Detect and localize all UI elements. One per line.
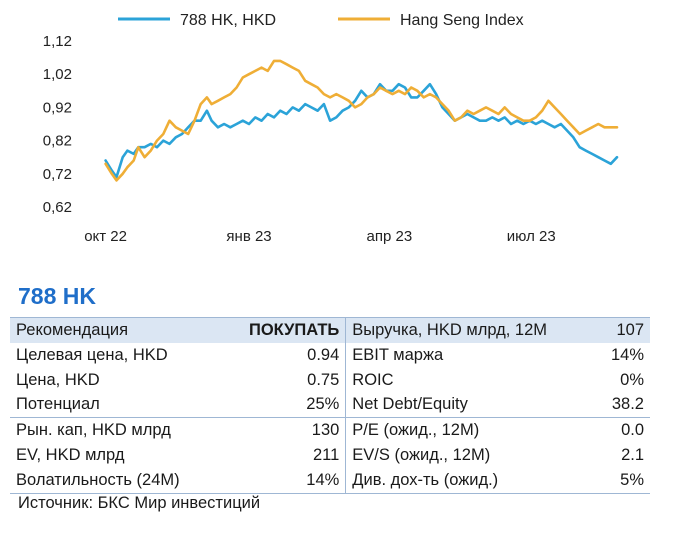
- metric-value: 0.75: [307, 370, 340, 389]
- metric-label: Целевая цена, HKD: [16, 345, 168, 364]
- metric-label: Цена, HKD: [16, 370, 100, 389]
- metrics-table: Рекомендация ПОКУПАТЬ Выручка, HKD млрд, 1…: [10, 316, 650, 494]
- metrics-row: Цена, HKD 0.75 ROIC 0%: [10, 367, 650, 393]
- x-tick-label: окт 22: [84, 228, 127, 245]
- metric-label: Волатильность (24M): [10, 467, 222, 494]
- y-tick-label: 1,12: [43, 33, 72, 50]
- metrics-row: Рекомендация ПОКУПАТЬ Выручка, HKD млрд, 1…: [10, 316, 650, 343]
- y-tick-label: 0,82: [43, 133, 72, 150]
- metric-label: Выручка, HKD млрд, 12M: [345, 316, 596, 343]
- metric-value: ПОКУПАТЬ: [221, 316, 346, 343]
- metric-value: 14%: [610, 345, 644, 364]
- legend-label: 788 HK, HKD: [180, 12, 276, 29]
- metric-value: 211: [312, 445, 340, 464]
- metric-value: 38.2: [611, 395, 644, 414]
- metrics-row: Потенциал 25% Net Debt/Equity 38.2: [10, 392, 650, 418]
- metrics-row: Волатильность (24M) 14% Див. дох-ть (ожид.…: [10, 467, 650, 494]
- y-tick-label: 1,02: [43, 66, 72, 83]
- metric-value: 5%: [595, 467, 650, 494]
- metric-value: 0.0: [595, 417, 650, 443]
- y-tick-label: 0,92: [43, 99, 72, 116]
- metric-value: 0%: [620, 370, 644, 389]
- series-line-1: [104, 59, 619, 182]
- legend-label: Hang Seng Index: [400, 12, 524, 29]
- ticker-title: 788 HK: [18, 283, 96, 309]
- y-tick-label: 0,72: [43, 166, 72, 183]
- metric-label: Рын. кап, HKD млрд: [10, 417, 222, 443]
- metrics-row: Целевая цена, HKD 0.94 EBIT маржа 14%: [10, 342, 650, 368]
- x-tick-label: апр 23: [367, 228, 413, 245]
- metric-label: Net Debt/Equity: [345, 392, 596, 418]
- metric-label: ROIC: [345, 367, 596, 393]
- x-tick-label: янв 23: [226, 228, 271, 245]
- metric-value: 2.1: [621, 445, 644, 464]
- metric-label: EV/S (ожид., 12M): [345, 442, 596, 468]
- metric-value: 0.94: [307, 345, 340, 364]
- metric-value: 130: [221, 417, 346, 443]
- metrics-row: Рын. кап, HKD млрд 130 P/E (ожид., 12M) 0.0: [10, 417, 650, 443]
- x-tick-label: июл 23: [507, 228, 556, 245]
- metrics-row: EV, HKD млрд 211 EV/S (ожид., 12M) 2.1: [10, 442, 650, 468]
- metric-value: 14%: [221, 467, 346, 494]
- metric-label: P/E (ожид., 12M): [345, 417, 596, 443]
- metric-value: 25%: [306, 395, 340, 414]
- metric-label: Потенциал: [16, 395, 100, 414]
- y-tick-label: 0,62: [43, 199, 72, 216]
- price-chart: 1,12 1,02 0,92 0,82 0,72 0,62 окт 22 янв 23 апр …: [43, 12, 619, 245]
- metric-label: Див. дох-ть (ожид.): [345, 467, 596, 494]
- metric-label: Рекомендация: [10, 316, 222, 343]
- source-note: Источник: БКС Мир инвестиций: [18, 494, 261, 512]
- metric-value: 107: [595, 316, 650, 343]
- metric-label: EBIT маржа: [345, 342, 596, 368]
- metric-label: EV, HKD млрд: [16, 445, 125, 464]
